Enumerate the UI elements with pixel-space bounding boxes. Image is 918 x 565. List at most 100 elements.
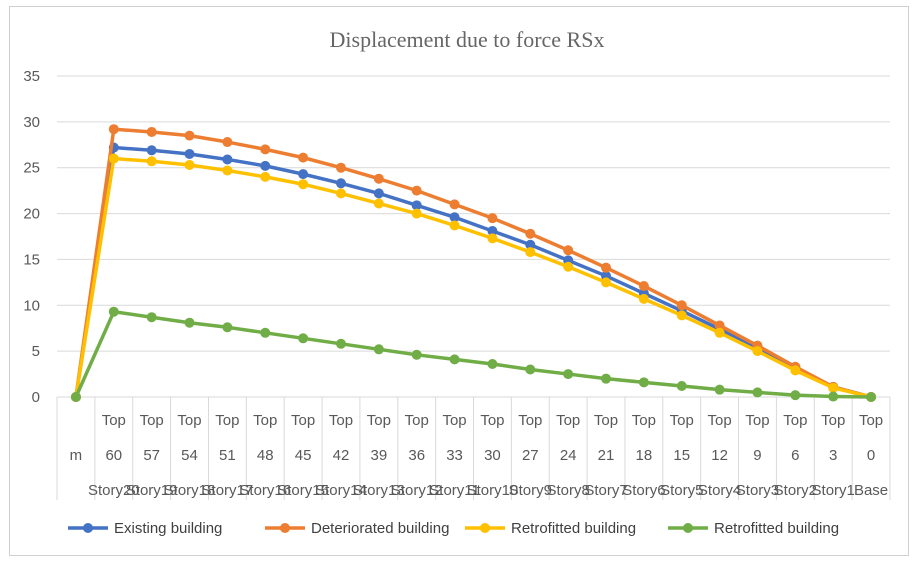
data-point <box>184 159 195 170</box>
data-point <box>298 333 309 344</box>
y-tick-label: 10 <box>23 297 40 314</box>
y-tick-label: 15 <box>23 251 40 268</box>
x-tick-label: Top <box>140 412 164 429</box>
data-point <box>335 188 346 199</box>
x-tick-label: Top <box>518 412 542 429</box>
x-tick-label: Top <box>708 412 732 429</box>
x-tick-label: Top <box>859 412 883 429</box>
data-point <box>146 126 157 137</box>
y-tick-label: 35 <box>23 68 40 85</box>
data-point <box>146 145 157 156</box>
chart-frame <box>9 6 909 556</box>
x-tick-label: Top <box>102 412 126 429</box>
x-tick-label: Top <box>253 412 277 429</box>
x-tick-label: 24 <box>560 447 577 464</box>
y-tick-label: 30 <box>23 114 40 131</box>
x-tick-label: Story5 <box>660 482 703 499</box>
x-tick-label: 30 <box>484 447 501 464</box>
data-point <box>525 228 536 239</box>
x-tick-label: Story15 <box>277 482 329 499</box>
data-point <box>714 320 725 331</box>
data-point <box>373 198 384 209</box>
data-point <box>676 380 687 391</box>
x-tick-label: Top <box>632 412 656 429</box>
data-point <box>638 293 649 304</box>
data-point <box>563 261 574 272</box>
data-point <box>525 364 536 375</box>
data-point <box>487 358 498 369</box>
x-tick-label: 6 <box>791 447 799 464</box>
x-tick-label: 18 <box>636 447 653 464</box>
data-point <box>601 262 612 273</box>
data-point <box>828 391 839 402</box>
x-tick-label: 51 <box>219 447 236 464</box>
data-point <box>828 382 839 393</box>
x-tick-label: 42 <box>333 447 350 464</box>
x-tick-label: Top <box>480 412 504 429</box>
series-lines <box>70 124 877 402</box>
x-tick-label: 54 <box>181 447 198 464</box>
x-tick-label: 12 <box>711 447 728 464</box>
x-tick-label: Top <box>556 412 580 429</box>
x-tick-label: Top <box>670 412 694 429</box>
data-point <box>108 153 119 164</box>
x-tick-label: Top <box>405 412 429 429</box>
x-tick-label: Top <box>215 412 239 429</box>
data-point <box>449 354 460 365</box>
data-point <box>676 300 687 311</box>
x-tick-label: 39 <box>370 447 387 464</box>
x-tick-label: Story18 <box>164 482 216 499</box>
data-point <box>790 390 801 401</box>
y-tick-label: 25 <box>23 160 40 177</box>
x-tick-label: Top <box>442 412 466 429</box>
y-tick-label: 20 <box>23 206 40 223</box>
data-point <box>184 130 195 141</box>
legend-swatch-marker <box>480 523 490 533</box>
legend-swatch-marker <box>683 523 693 533</box>
x-tick-label: Story19 <box>126 482 178 499</box>
x-axis: mTop60Story20Top57Story19Top54Story18Top… <box>56 397 891 500</box>
data-point <box>563 245 574 256</box>
legend-label: Retrofitted building <box>714 520 839 537</box>
legend-label: Retrofitted building <box>511 520 636 537</box>
data-point <box>601 373 612 384</box>
legend-item: Retrofitted building <box>465 520 636 537</box>
data-point <box>260 160 271 171</box>
data-point <box>222 165 233 176</box>
x-tick-label: Top <box>367 412 391 429</box>
data-point <box>601 277 612 288</box>
legend: Existing building Deteriorated building Re… <box>68 520 839 537</box>
x-tick-label: Top <box>177 412 201 429</box>
legend-item: Retrofitted building <box>668 520 839 537</box>
data-point <box>260 327 271 338</box>
legend-item: Deteriorated building <box>265 520 449 537</box>
data-point <box>184 148 195 159</box>
x-tick-label: Story12 <box>391 482 443 499</box>
data-point <box>373 188 384 199</box>
legend-label: Deteriorated building <box>311 520 449 537</box>
legend-swatch-marker <box>83 523 93 533</box>
x-tick-label: m <box>70 447 83 464</box>
x-tick-label: Story16 <box>239 482 291 499</box>
x-tick-label: Base <box>854 482 888 499</box>
x-tick-label: Story17 <box>202 482 254 499</box>
data-point <box>714 327 725 338</box>
x-tick-label: 57 <box>143 447 160 464</box>
x-tick-label: Story6 <box>622 482 665 499</box>
data-point <box>487 225 498 236</box>
data-point <box>449 199 460 210</box>
data-point <box>260 144 271 155</box>
data-point <box>638 281 649 292</box>
x-tick-label: 33 <box>446 447 463 464</box>
data-point <box>108 124 119 135</box>
data-point <box>676 310 687 321</box>
data-point <box>373 344 384 355</box>
legend-swatch-marker <box>280 523 290 533</box>
x-tick-label: 45 <box>295 447 312 464</box>
data-point <box>411 208 422 219</box>
data-point <box>411 349 422 360</box>
data-point <box>335 338 346 349</box>
x-tick-label: Story20 <box>88 482 140 499</box>
data-point <box>260 171 271 182</box>
